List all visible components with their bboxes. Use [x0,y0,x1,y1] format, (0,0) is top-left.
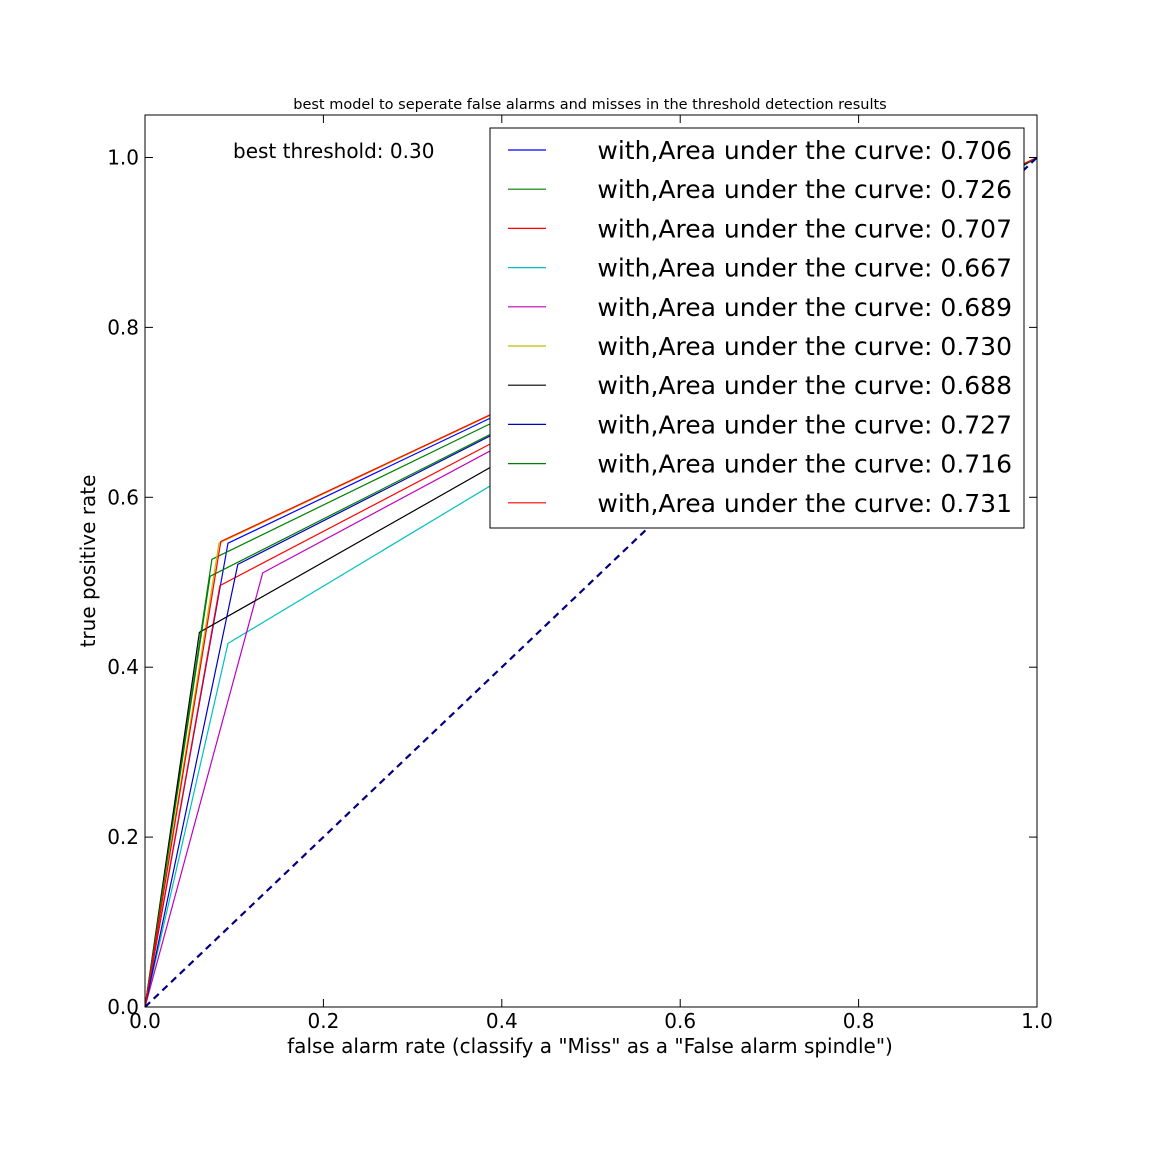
legend-label-10: with,Area under the curve: 0.731 [597,489,1012,518]
y-tick-label: 0.6 [107,485,139,509]
legend-box [489,127,1025,529]
legend-label-8: with,Area under the curve: 0.727 [597,410,1012,439]
legend-label-7: with,Area under the curve: 0.688 [597,371,1012,400]
x-tick-label: 0.0 [129,1009,161,1033]
legend-entries: with,Area under the curve: 0.706 with,Are… [508,136,1012,518]
y-tick-label: 0.0 [107,995,139,1019]
y-tick-label: 0.8 [107,315,139,339]
legend: with,Area under the curve: 0.706 with,Are… [489,127,1025,529]
best-threshold-annotation: best threshold: 0.30 [233,139,434,163]
legend-label-5: with,Area under the curve: 0.689 [597,293,1012,322]
legend-label-6: with,Area under the curve: 0.730 [597,332,1012,361]
x-axis-label: false alarm rate (classify a "Miss" as a… [287,1034,893,1058]
x-tick-label: 0.2 [307,1009,339,1033]
axis-ticks: 0.0 0.2 0.4 0.6 0.8 1.0 0.0 0.2 0.4 0.6 0.8 1.0 [107,115,1053,1033]
x-tick-label: 0.6 [664,1009,696,1033]
plot-frame [144,114,1038,1008]
y-axis-label: true positive rate [76,475,100,648]
legend-label-2: with,Area under the curve: 0.726 [597,175,1012,204]
y-tick-label: 0.4 [107,655,139,679]
y-tick-label: 1.0 [107,145,139,169]
chart-title: best model to seperate false alarms and … [293,97,887,113]
x-tick-label: 0.4 [486,1009,518,1033]
legend-label-4: with,Area under the curve: 0.667 [597,254,1012,283]
x-tick-label: 0.8 [843,1009,875,1033]
legend-label-1: with,Area under the curve: 0.706 [597,136,1012,165]
y-tick-label: 0.2 [107,825,139,849]
x-tick-label: 1.0 [1021,1009,1053,1033]
legend-label-9: with,Area under the curve: 0.716 [597,450,1012,479]
legend-label-3: with,Area under the curve: 0.707 [597,214,1012,243]
